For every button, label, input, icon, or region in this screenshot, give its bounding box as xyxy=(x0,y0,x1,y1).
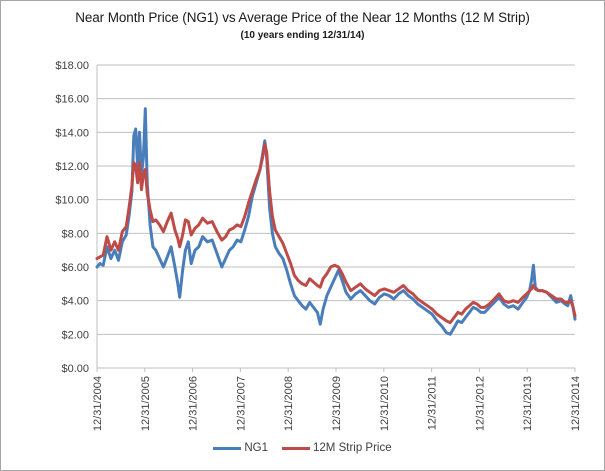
chart-subtitle: (10 years ending 12/31/14) xyxy=(240,30,365,41)
x-tick-label: 12/31/2010 xyxy=(379,376,391,431)
x-tick-label: 12/31/2005 xyxy=(140,376,152,431)
x-axis: 12/31/2004 12/31/2005 12/31/2006 12/31/2007… xyxy=(92,368,582,431)
y-tick-label: $6.00 xyxy=(61,262,89,274)
y-tick-label: $0.00 xyxy=(61,363,89,375)
legend-item-12m-strip: 12M Strip Price xyxy=(282,442,392,454)
legend-label-ng1: NG1 xyxy=(244,442,269,454)
x-tick-label: 12/31/2007 xyxy=(235,376,247,431)
y-tick-label: $4.00 xyxy=(61,296,89,308)
x-tick-label: 12/31/2012 xyxy=(474,376,486,431)
x-tick-label: 12/31/2004 xyxy=(92,376,104,431)
y-tick-label: $10.00 xyxy=(55,195,89,207)
chart-title: Near Month Price (NG1) vs Average Price … xyxy=(75,10,530,25)
x-tick-label: 12/31/2013 xyxy=(522,376,534,431)
x-tick-label: 12/31/2008 xyxy=(283,376,295,431)
legend-swatch-ng1 xyxy=(213,446,242,450)
series-line-12m-strip xyxy=(95,142,577,325)
x-tick-label: 12/31/2009 xyxy=(331,376,343,431)
y-tick-label: $18.00 xyxy=(55,60,89,72)
x-tick-label: 12/31/2014 xyxy=(570,376,582,431)
y-tick-label: $14.00 xyxy=(55,127,89,139)
x-tick-label: 12/31/2011 xyxy=(427,376,439,430)
series-group xyxy=(95,107,577,336)
y-axis: $0.00 $2.00 $4.00 $6.00 $8.00 $10.00 $12.00 $14… xyxy=(55,60,98,375)
y-tick-label: $16.00 xyxy=(55,94,89,106)
legend-swatch-12m-strip xyxy=(282,446,311,450)
legend-item-ng1: NG1 xyxy=(213,442,268,454)
series-line-ng1 xyxy=(95,107,577,336)
legend-label-12m-strip: 12M Strip Price xyxy=(313,442,392,454)
legend: NG1 12M Strip Price xyxy=(0,442,605,454)
y-tick-label: $8.00 xyxy=(61,228,89,240)
x-tick-label: 12/31/2006 xyxy=(188,376,200,431)
y-tick-label: $12.00 xyxy=(55,161,89,173)
y-tick-label: $2.00 xyxy=(61,329,89,341)
